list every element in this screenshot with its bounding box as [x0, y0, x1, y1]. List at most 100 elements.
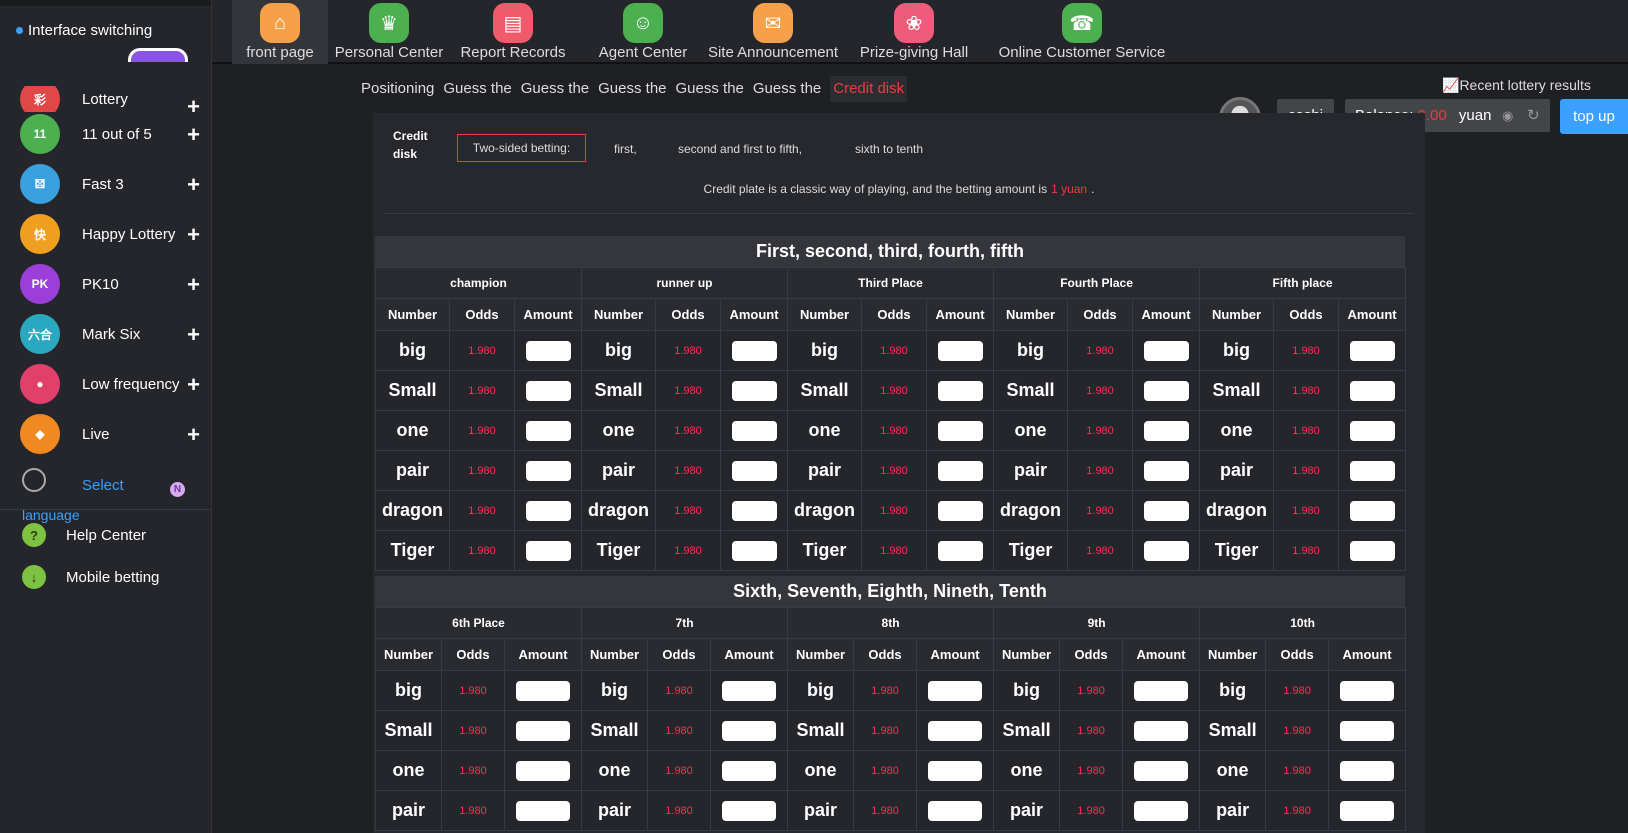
amount-input[interactable] — [731, 460, 777, 481]
refresh-icon[interactable]: ↻ — [1527, 107, 1540, 124]
sidebar-item-live[interactable]: ◆ Live + — [20, 414, 200, 454]
option-second-to-fifth[interactable]: second and first to fifth, — [678, 142, 803, 156]
amount-input[interactable] — [937, 340, 983, 361]
amount-input[interactable] — [1340, 800, 1395, 821]
help-icon: ? — [22, 523, 46, 547]
option-first[interactable]: first, — [614, 142, 637, 156]
amount-input[interactable] — [722, 720, 777, 741]
mobile-betting-item[interactable]: ↓ Mobile betting — [22, 564, 159, 590]
nav-report-records[interactable]: ▤ Report Records — [441, 0, 585, 64]
amount-input[interactable] — [928, 800, 983, 821]
amount-input[interactable] — [1143, 340, 1189, 361]
amount-cell — [513, 410, 583, 451]
nav-label: Personal Center — [334, 44, 444, 61]
plus-icon[interactable]: + — [187, 322, 200, 347]
nav-prize-giving-hall[interactable]: ❀ Prize-giving Hall — [857, 0, 971, 64]
plus-icon[interactable]: + — [187, 122, 200, 147]
amount-input[interactable] — [1134, 800, 1189, 821]
amount-input[interactable] — [1349, 460, 1395, 481]
amount-input[interactable] — [525, 460, 571, 481]
recent-lottery-results-link[interactable]: 📈Recent lottery results — [1442, 77, 1591, 94]
amount-cell — [1338, 450, 1407, 491]
sidebar-item-lottery[interactable]: 彩 Lottery + — [20, 86, 200, 112]
option-sixth-to-tenth[interactable]: sixth to tenth — [855, 142, 924, 156]
sidebar-item-fast-3[interactable]: ⚄ Fast 3 + — [20, 164, 200, 204]
amount-input[interactable] — [525, 500, 571, 521]
eye-icon[interactable]: ◉ — [1502, 108, 1514, 123]
language-link[interactable]: language — [22, 507, 80, 523]
help-center-item[interactable]: ? Help Center — [22, 522, 146, 548]
amount-input[interactable] — [1143, 500, 1189, 521]
nav-agent-center[interactable]: ☺ Agent Center — [591, 0, 695, 64]
tab-4[interactable]: Guess the — [675, 80, 744, 97]
amount-input[interactable] — [525, 420, 571, 441]
tab-3[interactable]: Guess the — [598, 80, 667, 97]
amount-input[interactable] — [1340, 760, 1395, 781]
amount-input[interactable] — [1134, 680, 1189, 701]
tab-6[interactable]: Credit disk — [830, 76, 908, 102]
amount-input[interactable] — [1143, 380, 1189, 401]
amount-input[interactable] — [1134, 760, 1189, 781]
sidebar-item-11-out-of-5[interactable]: 11 11 out of 5 + — [20, 114, 200, 154]
amount-input[interactable] — [937, 540, 983, 561]
amount-input[interactable] — [1340, 680, 1395, 701]
amount-input[interactable] — [937, 420, 983, 441]
amount-input[interactable] — [731, 500, 777, 521]
nav-online-customer-service[interactable]: ☎ Online Customer Service — [999, 0, 1165, 64]
sidebar-item-happy-lottery[interactable]: 快 Happy Lottery + — [20, 214, 200, 254]
amount-input[interactable] — [731, 540, 777, 561]
nav-front-page[interactable]: ⌂ front page — [232, 0, 328, 64]
sidebar-item-low-frequency[interactable]: ● Low frequency + — [20, 364, 200, 404]
tab-5[interactable]: Guess the — [752, 80, 822, 97]
plus-icon[interactable]: + — [187, 172, 200, 197]
tab-0[interactable]: Positioning — [361, 80, 435, 97]
amount-input[interactable] — [722, 800, 777, 821]
plus-icon[interactable]: + — [187, 94, 200, 112]
amount-input[interactable] — [731, 380, 777, 401]
nav-site-announcement[interactable]: ✉ Site Announcement — [703, 0, 843, 64]
amount-input[interactable] — [928, 720, 983, 741]
plus-icon[interactable]: + — [187, 372, 200, 397]
amount-input[interactable] — [937, 500, 983, 521]
tab-2[interactable]: Guess the — [520, 80, 590, 97]
amount-input[interactable] — [525, 380, 571, 401]
amount-input[interactable] — [731, 340, 777, 361]
amount-input[interactable] — [516, 680, 571, 701]
amount-input[interactable] — [516, 720, 571, 741]
amount-input[interactable] — [722, 680, 777, 701]
amount-input[interactable] — [937, 460, 983, 481]
amount-input[interactable] — [1143, 420, 1189, 441]
tab-1[interactable]: Guess the — [443, 80, 512, 97]
sidebar-item-pk10[interactable]: PK PK10 + — [20, 264, 200, 304]
interface-switching[interactable]: Interface switching — [16, 22, 152, 39]
amount-input[interactable] — [525, 540, 571, 561]
amount-input[interactable] — [928, 680, 983, 701]
top-up-button[interactable]: top up — [1560, 99, 1628, 134]
amount-input[interactable] — [1340, 720, 1395, 741]
amount-input[interactable] — [516, 800, 571, 821]
amount-input[interactable] — [1349, 420, 1395, 441]
amount-input[interactable] — [1349, 540, 1395, 561]
amount-input[interactable] — [525, 340, 571, 361]
amount-input[interactable] — [1143, 460, 1189, 481]
nav-personal-center[interactable]: ♛ Personal Center — [335, 0, 443, 64]
plus-icon[interactable]: + — [187, 222, 200, 247]
two-sided-betting-option[interactable]: Two-sided betting: — [457, 134, 586, 162]
amount-input[interactable] — [1349, 380, 1395, 401]
amount-input[interactable] — [722, 760, 777, 781]
amount-input[interactable] — [1134, 720, 1189, 741]
amount-input[interactable] — [1349, 340, 1395, 361]
crown-icon: ♛ — [369, 3, 409, 43]
amount-input[interactable] — [731, 420, 777, 441]
select-language-link[interactable]: Select — [82, 477, 124, 494]
plus-icon[interactable]: + — [187, 422, 200, 447]
interface-toggle[interactable] — [128, 48, 188, 62]
amount-input[interactable] — [937, 380, 983, 401]
amount-input[interactable] — [1143, 540, 1189, 561]
amount-input[interactable] — [1349, 500, 1395, 521]
sidebar-item-mark-six[interactable]: 六合 Mark Six + — [20, 314, 200, 354]
bet-number: one — [375, 750, 442, 791]
plus-icon[interactable]: + — [187, 272, 200, 297]
amount-input[interactable] — [516, 760, 571, 781]
amount-input[interactable] — [928, 760, 983, 781]
